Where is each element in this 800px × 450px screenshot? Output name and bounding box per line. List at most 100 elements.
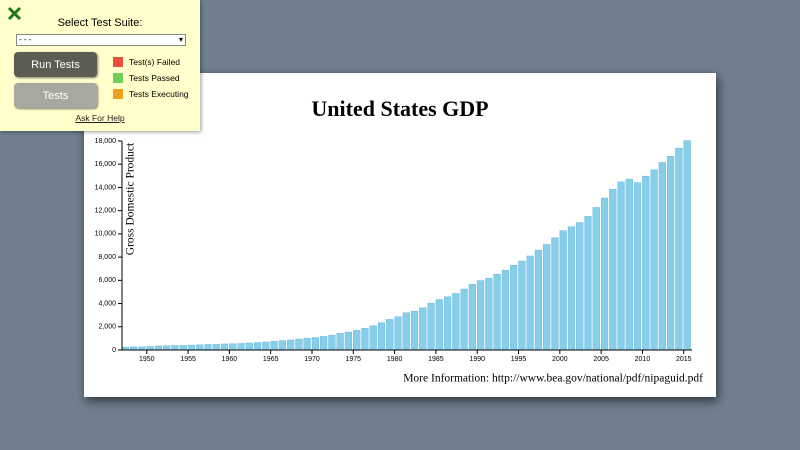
close-icon[interactable] [7,6,22,21]
x-tick-label: 1965 [263,356,279,363]
bar [625,178,633,351]
x-tick-label: 1985 [428,356,444,363]
y-tick-label: 0 [112,347,116,354]
x-tick-label: 1950 [139,356,155,363]
bar [179,345,187,351]
bar [427,302,435,351]
suite-select[interactable]: - - - ▾ [16,34,186,46]
bar [592,207,600,351]
bar [658,162,666,351]
bar [435,299,443,351]
y-tick-label: 18,000 [95,138,117,145]
x-tick-label: 2015 [676,356,692,363]
bar [667,155,675,351]
bar [171,345,179,351]
bar [369,325,377,351]
select-value: - - - [19,35,32,44]
bar [253,342,262,351]
y-tick-label: 4,000 [98,300,116,307]
bar [303,337,311,351]
y-tick-label: 16,000 [95,161,117,168]
bar [377,322,386,351]
chart: United States GDP Gross Domestic Product… [95,96,704,385]
bar [187,344,196,351]
y-tick-label: 6,000 [98,277,116,284]
bar [386,319,394,351]
x-tick-label: 2000 [552,356,568,363]
legend-swatch [113,57,123,67]
legend-label: Tests Executing [129,89,189,99]
tests-button[interactable]: Tests [14,83,97,108]
y-tick-label: 12,000 [95,208,117,215]
bar [468,284,476,351]
bar [642,176,650,351]
bar [460,288,468,351]
test-panel: Select Test Suite: - - - ▾ Run Tests Test… [0,0,200,131]
y-tick-label: 2,000 [98,324,116,331]
bar [477,280,485,351]
legend-label: Test(s) Failed [129,57,181,67]
chart-card: United States GDP Gross Domestic Product… [84,73,716,397]
bar [419,307,427,351]
bar [229,343,237,351]
bar [559,230,567,351]
bar [320,336,328,351]
y-tick-label: 10,000 [95,231,117,238]
legend-swatch [113,89,123,99]
bar [584,216,592,351]
bar [336,333,344,351]
bar [650,169,658,351]
bar [510,264,518,351]
bar [344,331,353,351]
bar [576,222,584,351]
bar [328,334,336,351]
bar [204,344,212,351]
bar [353,330,361,351]
x-tick-label: 2005 [593,356,609,363]
bar [278,340,286,351]
bar [609,188,617,351]
y-tick-label: 8,000 [98,254,116,261]
bar [452,293,460,351]
run-tests-button[interactable]: Run Tests [14,52,97,77]
bar [212,344,220,351]
bar [617,181,625,351]
bar [295,338,303,351]
bar [567,226,576,351]
bar [518,260,526,351]
bar [245,342,253,351]
bar [485,278,493,351]
y-tick-label: 14,000 [95,184,117,191]
help-link[interactable]: Ask For Help [75,113,125,123]
chart-title: United States GDP [311,96,488,121]
legend-label: Tests Passed [129,73,180,83]
bar [493,273,501,351]
x-tick-label: 1995 [511,356,527,363]
x-tick-label: 1990 [469,356,485,363]
panel-title: Select Test Suite: [57,17,143,29]
bar [361,327,369,351]
x-tick-label: 1960 [222,356,238,363]
bar [600,197,609,351]
footer-note: More Information: http://www.bea.gov/nat… [403,373,703,385]
bar [443,296,452,351]
bar [501,269,509,351]
legend-swatch [113,73,123,83]
bar [683,140,691,351]
x-tick-label: 1975 [346,356,362,363]
bar [196,344,204,351]
x-tick-label: 1980 [387,356,403,363]
bar [154,345,163,351]
bar [163,345,171,351]
bar [675,147,683,351]
bar [146,346,154,351]
bar [526,255,534,351]
bar [402,312,410,351]
bar [270,341,278,351]
bar [534,249,543,351]
bar [262,341,270,351]
bar [410,310,419,351]
x-tick-label: 1970 [304,356,320,363]
y-axis-label: Gross Domestic Product [125,142,137,255]
